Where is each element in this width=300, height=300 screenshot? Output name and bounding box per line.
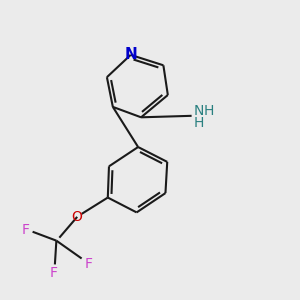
Text: O: O [72,210,83,224]
Text: F: F [85,257,93,272]
Text: H: H [204,104,214,118]
Text: F: F [21,223,29,237]
Text: N: N [124,47,137,62]
Text: H: H [194,116,204,130]
Text: F: F [50,266,57,280]
Text: N: N [194,104,204,118]
